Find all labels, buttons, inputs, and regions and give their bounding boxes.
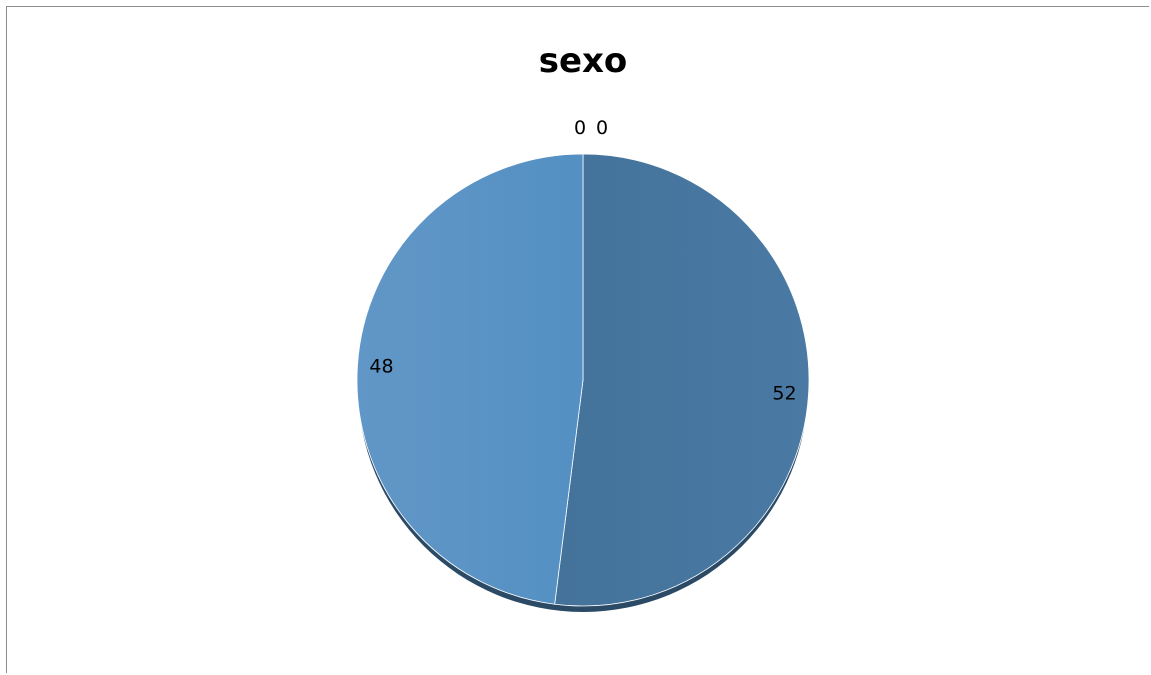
pie-data-label: 0 bbox=[596, 117, 608, 139]
pie-slice bbox=[554, 153, 810, 607]
pie-data-labels: 52 48 0 0 bbox=[369, 117, 796, 404]
pie-data-label: 52 bbox=[772, 382, 796, 404]
chart-title: sexo bbox=[539, 41, 628, 81]
pie-data-label: 48 bbox=[369, 356, 393, 378]
pie-slices bbox=[356, 153, 810, 607]
pie-data-label: 0 bbox=[574, 117, 586, 139]
pie-slice bbox=[356, 153, 584, 605]
